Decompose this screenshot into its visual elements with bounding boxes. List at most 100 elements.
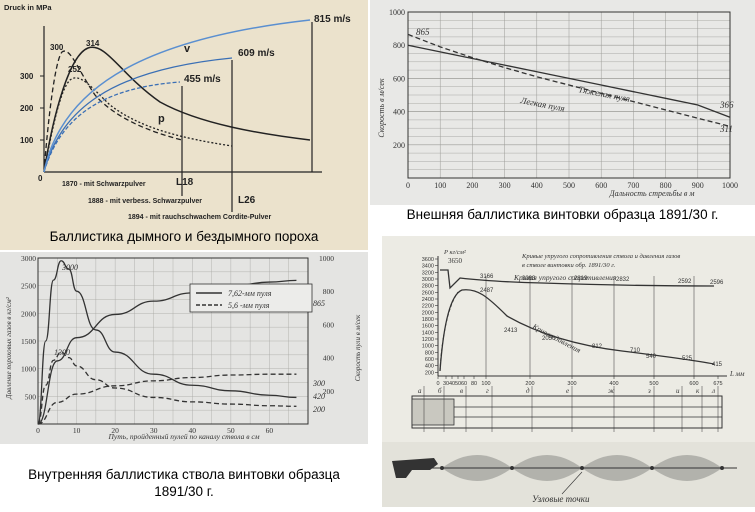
node-point bbox=[580, 466, 584, 470]
y-left-tick-label: 1000 bbox=[21, 365, 36, 374]
y-tick-label: 2600 bbox=[422, 290, 434, 296]
era-label-1870: 1870 - mit Schwarzpulver bbox=[62, 181, 146, 188]
resistance-value: 2832 bbox=[616, 277, 630, 283]
velocity-curve-1888 bbox=[43, 57, 233, 173]
x-tick-label: 1000 bbox=[722, 181, 738, 190]
chart-internal-ballistics: 0 10 20 30 40 50 60 3000 2500 2000 1500 1000 500 1000… bbox=[5, 254, 362, 441]
curve-label-resistance: Кривая упругого сопротивления bbox=[513, 273, 617, 282]
section-letter: д bbox=[526, 387, 530, 395]
node-point bbox=[440, 466, 444, 470]
annotation-865: 865 bbox=[416, 27, 430, 37]
series-line-0 bbox=[407, 44, 731, 118]
diagram-barrel-resistance: Кривые упругого сопротивления ствола и д… bbox=[382, 249, 755, 507]
resistance-value: 3166 bbox=[480, 274, 494, 280]
y-left-tick-label: 1500 bbox=[21, 337, 36, 346]
panel-internal-ballistics: 0 10 20 30 40 50 60 3000 2500 2000 1500 1000 500 1000… bbox=[0, 252, 368, 444]
y-right-tick-label: 800 bbox=[323, 287, 335, 296]
annotation-1300: 1300 bbox=[54, 348, 70, 357]
resistance-curve bbox=[440, 269, 715, 290]
y-tick-label: 3200 bbox=[422, 270, 434, 276]
x-tick-label: 100 bbox=[434, 181, 446, 190]
diagram-title: Кривые упругого сопротивления ствола и д… bbox=[521, 253, 682, 269]
rifle-silhouette bbox=[392, 458, 438, 478]
resistance-value: 2592 bbox=[678, 279, 692, 285]
x-tick-label: 80 bbox=[471, 381, 477, 387]
y-axis-left-label: Давление пороховых газов в кг/см² bbox=[5, 296, 13, 400]
caption-top-left: Баллистика дымного и бездымного пороха bbox=[49, 229, 319, 244]
series-line-0 bbox=[37, 260, 297, 425]
pressure-value: 2056 bbox=[542, 336, 556, 342]
x-tick-label: 30 bbox=[150, 426, 158, 435]
x-tick-label: 200 bbox=[466, 181, 478, 190]
velocity-curve-1894 bbox=[43, 19, 311, 173]
y-tick-label: 2200 bbox=[422, 304, 434, 310]
x-tick-label: 20 bbox=[111, 426, 119, 435]
annotation-3000: 3000 bbox=[61, 263, 78, 272]
pressure-value: 812 bbox=[592, 344, 603, 350]
peak-label-3650: 3650 bbox=[448, 257, 463, 265]
velocity-curve-1870 bbox=[43, 81, 181, 173]
y-tick-label: 200 bbox=[425, 370, 434, 376]
barrel-section bbox=[411, 395, 723, 429]
panel-external-ballistics: 0 100 200 300 400 500 600 700 800 900 1000 1000 800 6… bbox=[370, 0, 755, 205]
pressure-curve-1894 bbox=[43, 46, 311, 173]
chart-powder-pressure: Druck in MPa 100 200 300 0 300 314 252 v p… bbox=[4, 3, 351, 221]
pressure-curve-1888 bbox=[43, 77, 233, 173]
barrel-label-L18: L18 bbox=[176, 177, 194, 188]
y-tick-label: 600 bbox=[393, 74, 405, 83]
x-tick-label: 40 bbox=[189, 426, 197, 435]
x-tick-label: 700 bbox=[627, 181, 639, 190]
section-letter: к bbox=[696, 387, 700, 395]
x-tick-label: 10 bbox=[73, 426, 81, 435]
section-letter: з bbox=[647, 387, 651, 395]
pressure-value: 710 bbox=[630, 348, 641, 354]
annotation-366: 366 bbox=[719, 100, 734, 110]
x-tick-label: 600 bbox=[595, 181, 607, 190]
annotation-300: 300 bbox=[312, 379, 325, 388]
y-axis-right-label: Скорость пули в м/сек bbox=[354, 314, 362, 381]
barrel-chamber bbox=[411, 398, 455, 426]
y-right-tick-label: 1000 bbox=[319, 254, 334, 263]
section-letter: л bbox=[711, 387, 715, 395]
velocity-label-609: 609 m/s bbox=[238, 48, 275, 59]
legend-label-762: 7,62-мм пуля bbox=[228, 289, 272, 298]
series-line-1 bbox=[37, 279, 297, 425]
pressure-curve-dashed bbox=[439, 291, 459, 372]
y-tick-label: 200 bbox=[393, 141, 405, 150]
y-tick-label: 100 bbox=[20, 136, 34, 145]
curve-label-pressure: Кривая давления bbox=[530, 321, 583, 355]
plot-frame bbox=[407, 11, 731, 179]
x-tick-label: 30 bbox=[443, 381, 449, 387]
y-tick-label: 200 bbox=[20, 104, 34, 113]
pressure-value: 540 bbox=[646, 354, 657, 360]
y-tick-label: 2000 bbox=[422, 310, 434, 316]
x-tick-label: 400 bbox=[531, 181, 543, 190]
legend-box bbox=[189, 283, 313, 313]
annotation-420: 420 bbox=[313, 392, 325, 401]
x-tick-label: 900 bbox=[692, 181, 704, 190]
y-tick-label: 400 bbox=[393, 108, 405, 117]
y-tick-label: 3000 bbox=[422, 277, 434, 283]
curve-label-v: v bbox=[184, 43, 191, 55]
plot-frame bbox=[37, 257, 309, 425]
section-letter: г bbox=[486, 387, 489, 395]
x-tick-label: 50 bbox=[455, 381, 461, 387]
y-tick-label: 3600 bbox=[422, 257, 434, 263]
x-tick-label: 675 bbox=[713, 381, 722, 387]
node-point bbox=[510, 466, 514, 470]
x-tick-label: 0 bbox=[406, 181, 410, 190]
node-point bbox=[720, 466, 724, 470]
series-line-2 bbox=[37, 351, 297, 425]
resistance-value: 2819 bbox=[574, 276, 588, 282]
y-left-tick-label: 2500 bbox=[21, 282, 36, 291]
y-tick-label: 400 bbox=[425, 364, 434, 370]
x-tick-label: 300 bbox=[499, 181, 511, 190]
barrel-label-L26: L26 bbox=[238, 195, 256, 206]
y-tick-label: 1400 bbox=[422, 330, 434, 336]
series-label-heavy: Тяжелая пуля bbox=[578, 84, 631, 104]
pressure-value: 525 bbox=[682, 356, 693, 362]
pressure-curve-1870 bbox=[43, 50, 183, 173]
y-tick-label: 2800 bbox=[422, 284, 434, 290]
resistance-value: 3093 bbox=[522, 276, 536, 282]
node-point bbox=[650, 466, 654, 470]
